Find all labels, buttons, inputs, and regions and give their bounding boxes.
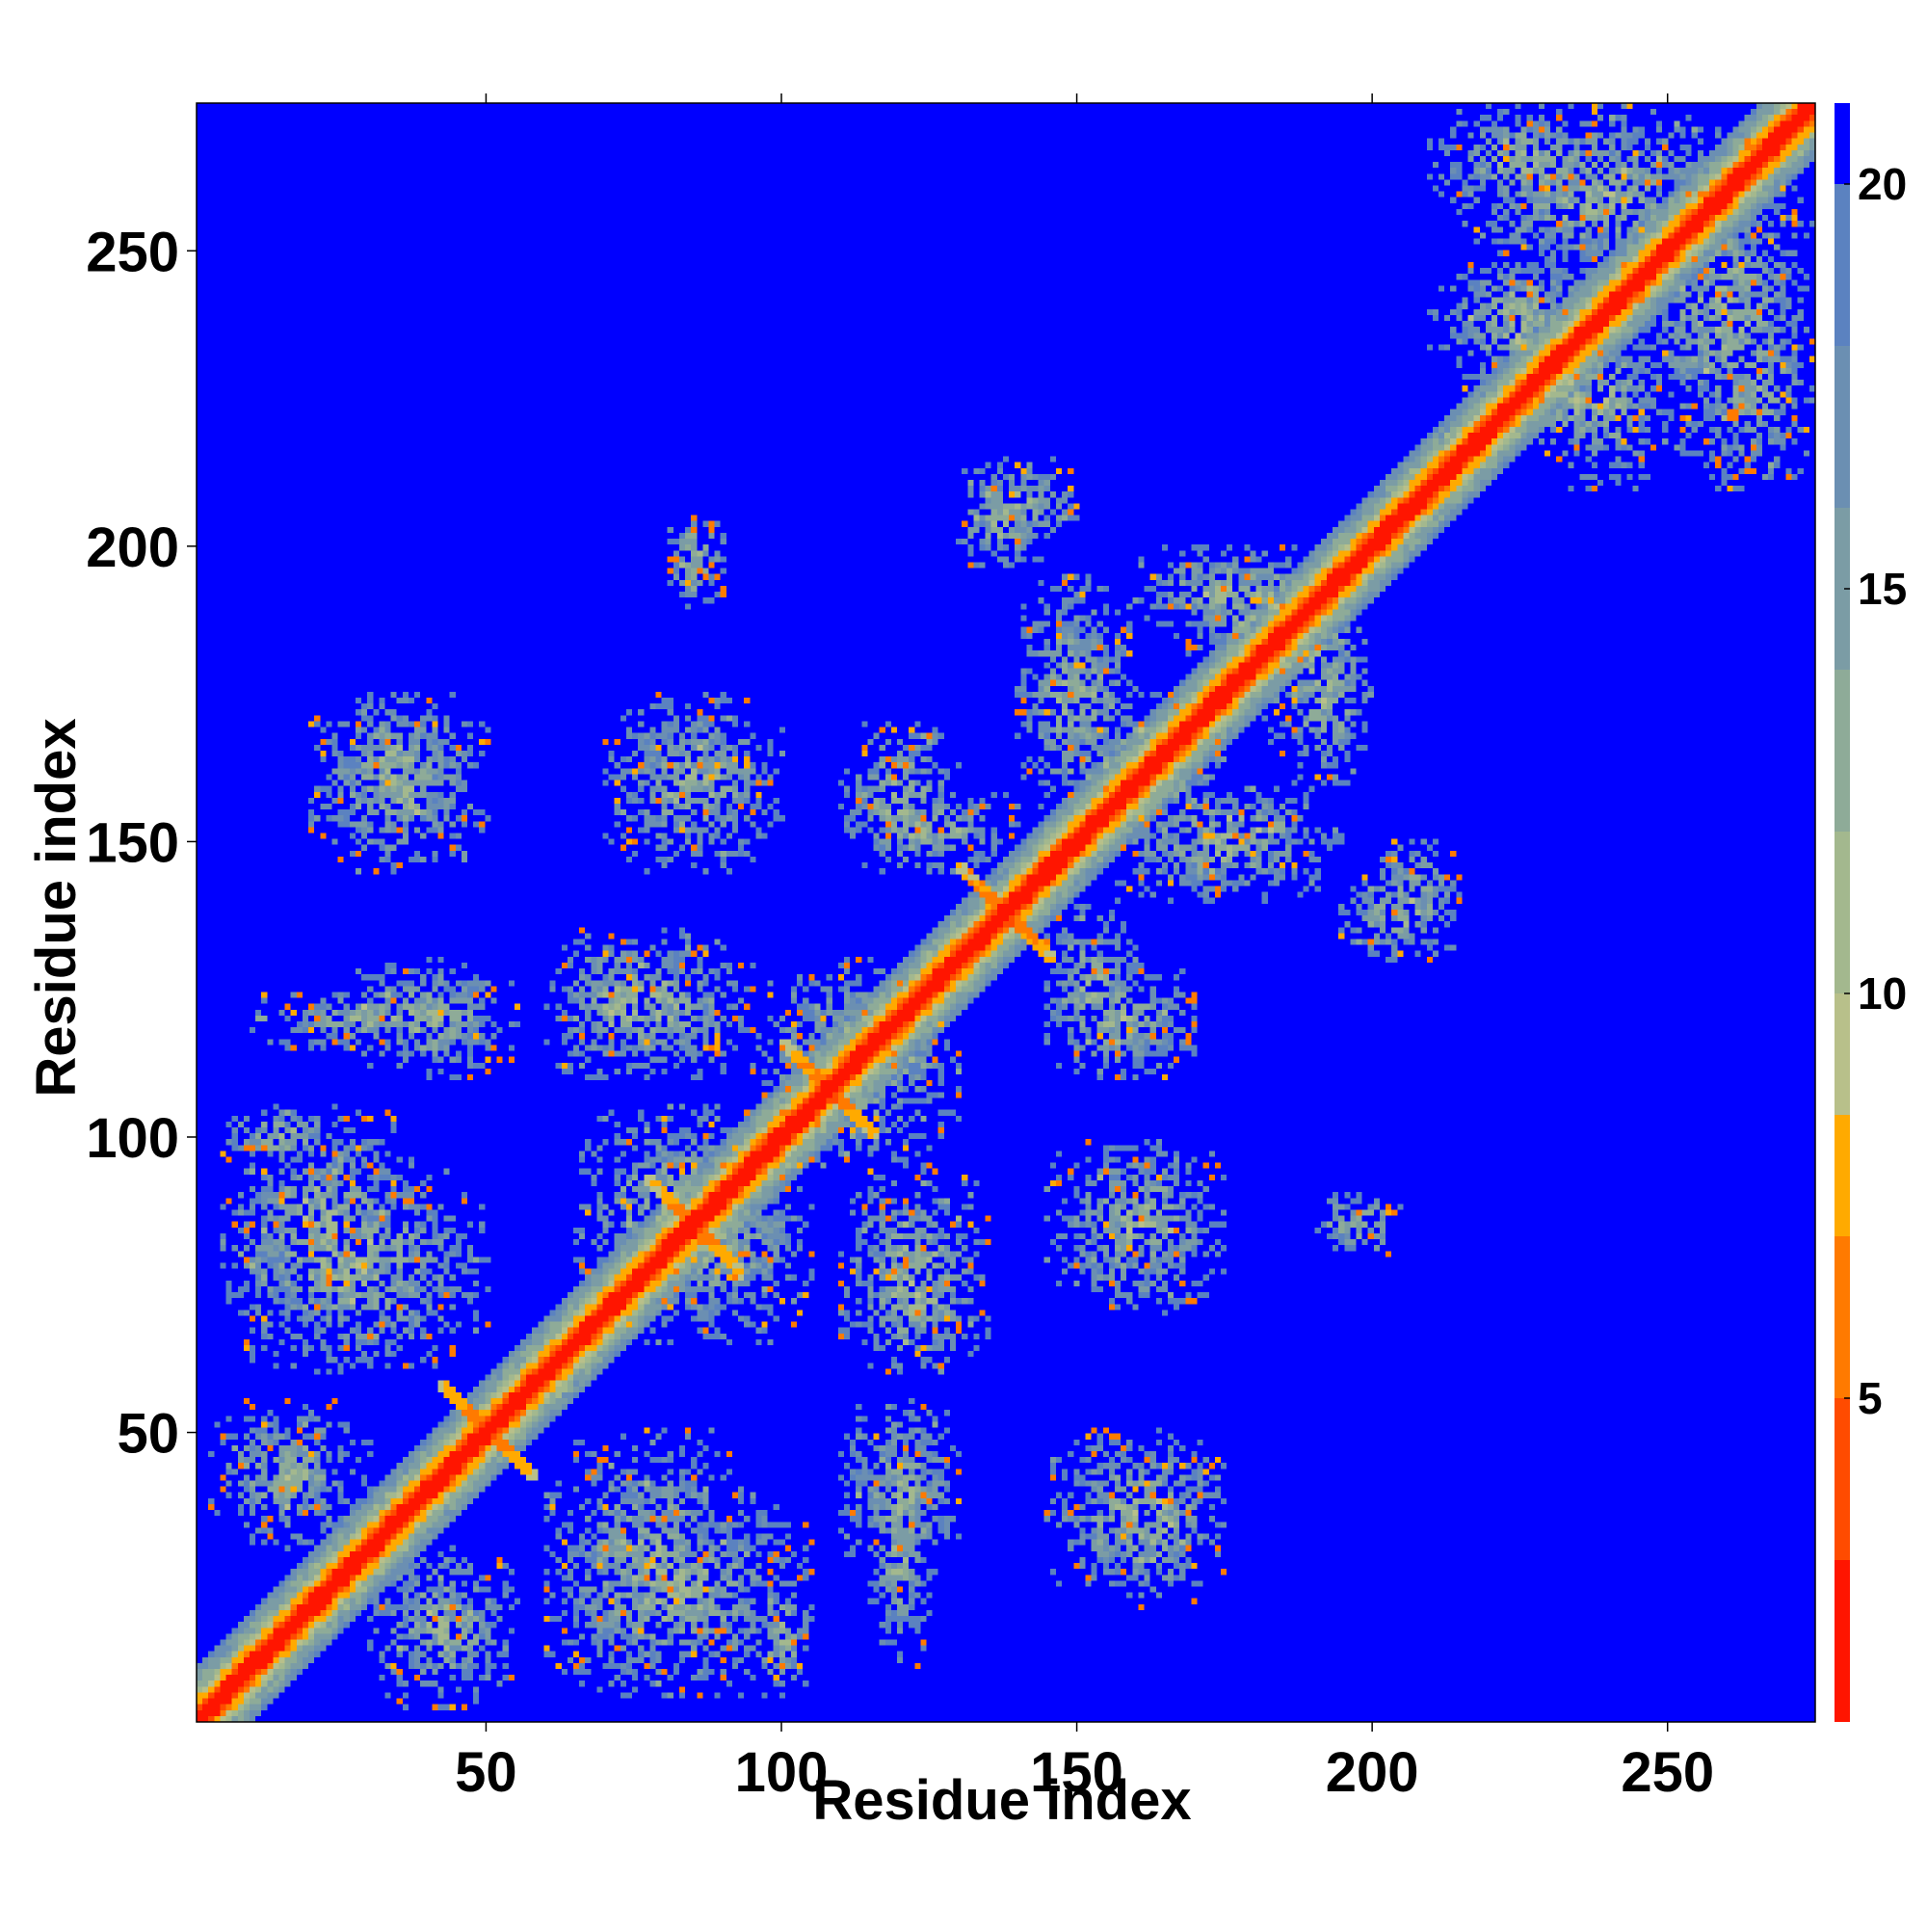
x-tick-label: 100: [735, 1741, 829, 1804]
x-axis-ticks: 50 100 150 200 250: [455, 93, 1714, 1804]
y-axis-title: Residue index: [25, 718, 88, 1097]
x-tick-label: 200: [1326, 1741, 1419, 1804]
x-tick-label: 150: [1030, 1741, 1123, 1804]
colorbar-tick-label: 20: [1858, 159, 1907, 209]
heatmap-image: [197, 103, 1815, 1722]
colorbar-segment: [1835, 1115, 1850, 1236]
colorbar-segment: [1835, 1398, 1850, 1560]
y-tick-label: 100: [86, 1107, 179, 1170]
colorbar-segment: [1835, 184, 1850, 346]
colorbar-segment: [1835, 103, 1850, 184]
x-tick-label: 250: [1621, 1741, 1714, 1804]
y-axis-ticks: 50 100 150 200 250: [86, 221, 197, 1466]
y-tick-label: 150: [86, 811, 179, 874]
colorbar: 5 10 15 20: [1835, 103, 1907, 1722]
colorbar-tick-label: 5: [1858, 1373, 1883, 1423]
colorbar-segment: [1835, 832, 1850, 993]
colorbar-segment: [1835, 346, 1850, 508]
y-tick-label: 50: [117, 1403, 179, 1466]
colorbar-tick-label: 15: [1858, 564, 1907, 614]
y-tick-label: 250: [86, 221, 179, 283]
plot-border: [196, 102, 1816, 1723]
x-tick-label: 50: [455, 1741, 517, 1804]
heatmap: [197, 103, 1815, 1722]
colorbar-segment: [1835, 1560, 1850, 1722]
colorbar-segment: [1835, 1236, 1850, 1398]
colorbar-segment: [1835, 993, 1850, 1115]
colorbar-segment: [1835, 670, 1850, 832]
y-tick-label: 200: [86, 516, 179, 579]
plot-frame: [196, 102, 1816, 1723]
x-axis-title: Residue index: [812, 1769, 1191, 1832]
colorbar-segment: [1835, 508, 1850, 670]
colorbar-tick-label: 10: [1858, 968, 1907, 1019]
